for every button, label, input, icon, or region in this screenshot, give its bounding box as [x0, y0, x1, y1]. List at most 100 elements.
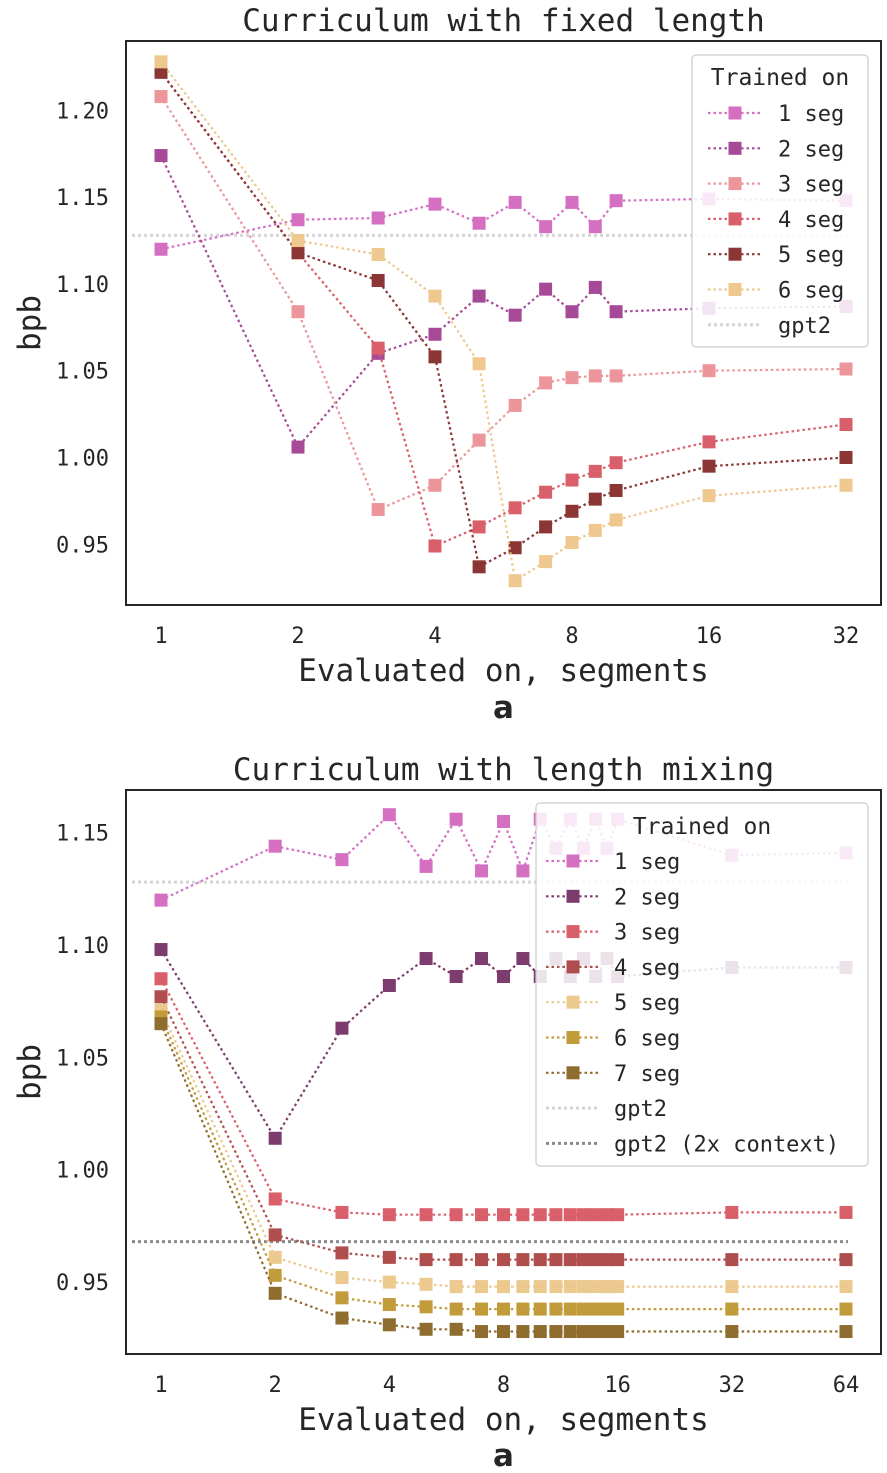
legend-label-6-seg: 6 seg [778, 279, 844, 304]
data-point-1-seg [382, 808, 396, 822]
data-point-5-seg [382, 1275, 396, 1289]
data-point-5-seg [508, 541, 522, 555]
data-point-4-seg [589, 1253, 603, 1267]
data-point-4-seg [611, 1253, 625, 1267]
data-point-3-seg [611, 1208, 625, 1222]
data-point-2-seg [428, 327, 442, 341]
legend-swatch-marker-2-seg [728, 141, 742, 155]
data-point-3-seg [539, 376, 553, 390]
data-point-1-seg [497, 814, 510, 828]
data-point-1-seg [335, 853, 349, 867]
y-tick-label: 1.10 [56, 273, 109, 298]
data-point-4-seg [588, 464, 602, 478]
data-point-1-seg [516, 864, 530, 878]
data-point-4-seg [154, 990, 168, 1004]
data-point-5-seg [268, 1250, 282, 1264]
data-point-7-seg [549, 1325, 563, 1339]
data-point-5-seg [839, 450, 853, 464]
data-point-3-seg [419, 1208, 433, 1222]
data-point-7-seg [839, 1325, 853, 1339]
data-point-4-seg [428, 539, 442, 553]
data-point-2-seg [565, 305, 579, 319]
legend-swatch-marker-6-seg [566, 1031, 580, 1044]
legend-label-1-seg: 1 seg [778, 102, 844, 127]
data-point-5-seg [291, 246, 305, 260]
data-point-2-seg [588, 280, 602, 294]
data-point-3-seg [725, 1205, 739, 1219]
data-point-4-seg [539, 485, 553, 499]
data-point-4-seg [565, 473, 579, 487]
data-point-4-seg [449, 1253, 463, 1267]
data-point-5-seg [497, 1280, 510, 1294]
data-point-7-seg [563, 1325, 577, 1339]
data-point-3-seg [475, 1208, 489, 1222]
data-point-1-seg [565, 195, 579, 209]
data-point-2-seg [475, 952, 489, 966]
legend-label-3-seg: 3 seg [778, 173, 844, 198]
data-point-6-seg [588, 523, 602, 537]
data-point-5-seg [576, 1280, 590, 1294]
data-point-2-seg [382, 978, 396, 992]
legend-label-4-seg: 4 seg [778, 208, 844, 233]
x-tick-label: 16 [696, 624, 723, 649]
data-point-7-seg [335, 1311, 349, 1325]
data-point-3-seg [371, 503, 385, 517]
x-tick-label: 32 [719, 1373, 746, 1398]
data-point-6-seg [508, 574, 522, 588]
legend-label-2-seg: 2 seg [614, 885, 680, 910]
data-point-2-seg [268, 1131, 282, 1145]
legend-label-7-seg: 7 seg [614, 1062, 680, 1087]
legend-box [691, 54, 869, 348]
data-point-7-seg [382, 1318, 396, 1332]
legend-swatch-marker-4-seg [566, 960, 580, 974]
x-tick-label: 16 [604, 1373, 631, 1398]
data-point-4-seg [839, 1253, 853, 1267]
data-point-3-seg [516, 1208, 530, 1222]
data-point-2-seg [419, 952, 433, 966]
data-point-1-seg [154, 242, 168, 256]
data-point-7-seg [516, 1325, 530, 1339]
y-tick-label: 1.00 [56, 446, 109, 471]
data-point-4-seg [472, 520, 486, 534]
data-point-7-seg [533, 1325, 547, 1339]
x-tick-label: 1 [154, 624, 167, 649]
data-point-7-seg [600, 1325, 614, 1339]
data-point-5-seg [600, 1280, 614, 1294]
data-point-4-seg [563, 1253, 577, 1267]
data-point-1-seg [154, 893, 168, 907]
data-point-4-seg [839, 418, 853, 432]
legend-label-3-seg: 3 seg [614, 921, 680, 946]
data-point-4-seg [576, 1253, 590, 1267]
legend-swatch-marker-6-seg [728, 283, 742, 296]
x-axis-label: Evaluated on, segments [298, 1402, 709, 1438]
data-point-5-seg [549, 1280, 563, 1294]
data-point-4-seg [335, 1246, 349, 1260]
data-point-6-seg [609, 513, 623, 527]
data-point-1-seg [291, 213, 305, 227]
data-point-2-seg [508, 308, 522, 322]
chart-title: Curriculum with fixed length [242, 3, 765, 39]
data-point-6-seg [702, 489, 716, 503]
data-point-3-seg [563, 1208, 577, 1222]
data-point-6-seg [549, 1302, 563, 1316]
data-point-4-seg [419, 1253, 433, 1267]
data-point-6-seg [497, 1302, 510, 1316]
data-point-3-seg [291, 305, 305, 319]
legend-label-6-seg: 6 seg [614, 1027, 680, 1052]
data-point-5-seg [428, 350, 442, 364]
x-tick-label: 1 [154, 1373, 167, 1398]
data-point-2-seg [154, 943, 168, 957]
data-point-4-seg [268, 1228, 282, 1242]
x-tick-label: 32 [833, 624, 860, 649]
plot-frame [125, 40, 882, 606]
x-tick-label: 8 [497, 1373, 510, 1398]
legend-label-5-seg: 5 seg [614, 991, 680, 1016]
chart-title: Curriculum with length mixing [233, 752, 774, 788]
data-point-6-seg [539, 555, 553, 569]
data-point-6-seg [475, 1302, 489, 1316]
data-point-7-seg [725, 1325, 739, 1339]
data-point-2-seg [335, 1021, 349, 1035]
data-point-1-seg [609, 194, 623, 208]
data-point-6-seg [449, 1302, 463, 1316]
legend-label-2-seg: 2 seg [778, 137, 844, 162]
